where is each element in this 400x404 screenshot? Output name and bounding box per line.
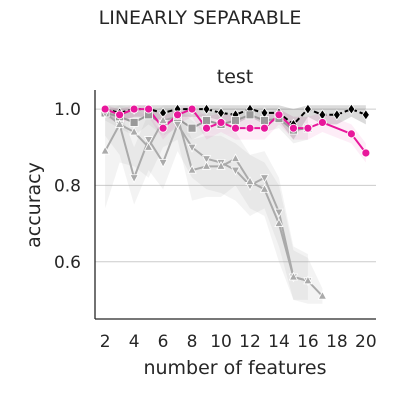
data-point [173,110,182,120]
x-axis-label: number of features [143,357,326,379]
tick-labels: 0.6 0.8 1.0 2 4 6 8 10 12 14 16 18 20 [54,100,377,352]
data-point [158,123,168,133]
data-point [187,104,197,114]
data-point [129,104,139,114]
series-line [104,115,324,297]
data-point [332,109,341,121]
data-point [288,271,299,281]
data-point [231,116,240,125]
y-axis-label: accuracy [23,162,45,248]
y-tick-label: 0.6 [54,253,81,273]
data-point [216,160,226,170]
data-point [245,110,255,120]
x-tick-label: 10 [210,332,232,352]
data-point [201,160,212,170]
data-point [144,104,153,114]
data-point [303,275,313,285]
data-point [231,123,240,133]
confidence-band [105,105,323,304]
data-point [245,176,255,186]
x-tick-label: 14 [268,332,290,352]
series-markers [100,103,371,300]
data-point [259,183,270,193]
data-point [361,109,370,121]
data-point [260,116,269,125]
data-point [202,116,211,125]
x-tick-label: 4 [129,332,140,352]
data-point [158,159,168,168]
data-point [303,123,313,133]
data-point [202,103,211,115]
axes [94,90,376,320]
data-point [172,120,183,130]
x-tick-label: 20 [355,332,377,352]
data-point [187,143,197,153]
data-point [274,208,284,218]
data-point [216,118,226,127]
y-tick-label: 0.8 [54,176,81,196]
y-tick-label: 1.0 [54,100,81,120]
data-point [245,123,255,133]
data-point [129,118,139,127]
figure-title: LINEARLY SEPARABLE [99,7,302,29]
data-point [100,104,110,114]
data-point [318,118,327,127]
data-point [303,103,312,115]
confidence-band [105,105,308,300]
x-tick-label: 8 [187,332,198,352]
data-point [129,126,139,136]
x-tick-label: 16 [297,332,319,352]
data-point [100,145,110,155]
data-point [217,107,226,119]
data-point [143,136,154,145]
data-point [230,166,241,176]
data-point [129,174,139,184]
data-point [274,218,284,227]
data-point [158,115,168,124]
data-point [187,164,197,174]
chart-title: test [217,66,254,88]
x-tick-label: 18 [326,332,348,352]
data-point [201,155,212,165]
data-point [317,290,328,300]
data-point [259,174,270,184]
data-point [361,148,371,158]
x-tick-label: 12 [239,332,261,352]
data-point [114,118,125,128]
data-point [115,110,125,120]
confidence-bands [105,105,366,304]
data-point [230,153,241,163]
data-point [347,103,356,115]
data-point [289,123,298,133]
data-point [187,123,197,133]
data-point [346,129,356,139]
data-point [274,110,284,120]
data-point [260,123,269,133]
x-tick-label: 6 [158,332,169,352]
data-point [202,123,211,133]
x-tick-label: 2 [100,332,111,352]
data-point [143,141,154,151]
